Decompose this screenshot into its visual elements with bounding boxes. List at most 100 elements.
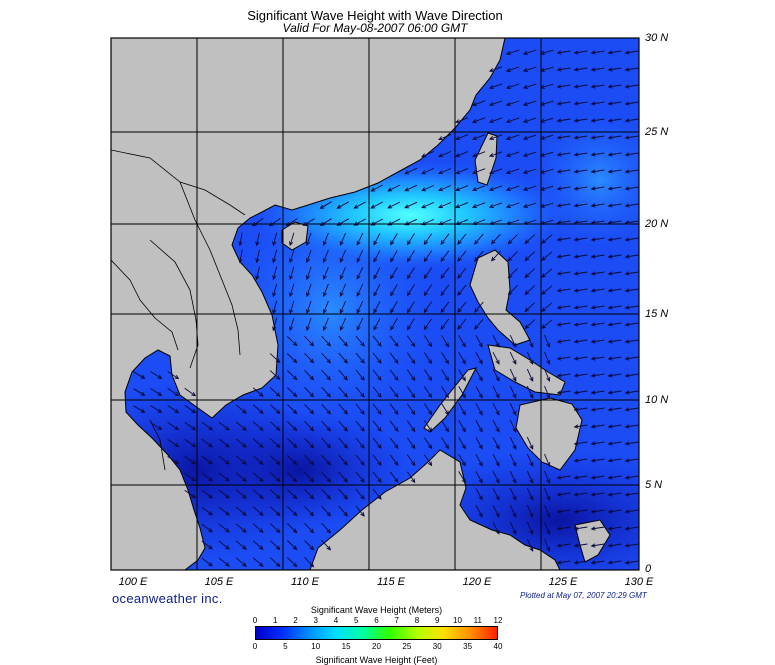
meters-tick: 4 xyxy=(333,616,339,625)
wave-arrow xyxy=(387,184,401,192)
wave-arrow xyxy=(509,351,517,365)
wave-arrow xyxy=(573,373,588,378)
wave-arrow xyxy=(590,135,605,140)
wave-arrow xyxy=(404,201,418,209)
wave-arrow xyxy=(526,334,534,348)
wave-arrow xyxy=(624,322,639,327)
wave-arrow xyxy=(167,422,180,431)
wave-arrow xyxy=(167,456,180,465)
wave-arrow xyxy=(505,66,520,73)
wave-arrow xyxy=(133,405,146,413)
wave-arrow xyxy=(458,352,466,365)
wave-arrow xyxy=(471,185,486,192)
wave-arrow xyxy=(573,475,588,480)
wave-arrow xyxy=(509,504,517,518)
wave-arrow xyxy=(272,300,278,315)
lat-label-15n: 15 N xyxy=(645,308,669,320)
wave-arrow xyxy=(440,318,450,331)
wave-arrow xyxy=(544,385,551,399)
wave-arrow xyxy=(389,420,399,433)
wave-arrow xyxy=(441,403,449,416)
wave-arrow xyxy=(421,150,435,158)
wave-arrow xyxy=(286,370,298,381)
wave-arrow xyxy=(373,250,381,263)
wave-arrow xyxy=(457,318,467,330)
wave-arrow xyxy=(492,487,500,501)
feet-tick: 25 xyxy=(402,642,412,651)
wave-arrow xyxy=(218,557,230,567)
wave-arrow xyxy=(372,352,382,364)
wave-arrow xyxy=(539,83,554,89)
wave-arrow xyxy=(373,301,381,314)
wave-arrow xyxy=(590,458,605,463)
wave-arrow xyxy=(624,373,639,378)
mainland-asia xyxy=(111,38,506,570)
meters-tick: 3 xyxy=(313,616,318,625)
wave-arrow xyxy=(372,420,382,432)
wave-arrow xyxy=(492,453,500,467)
wave-arrow xyxy=(522,219,537,225)
wave-arrow xyxy=(424,420,433,433)
wave-arrow xyxy=(167,371,180,380)
wave-arrow xyxy=(372,369,382,381)
wave-arrow xyxy=(389,454,399,467)
wave-arrow xyxy=(286,540,298,551)
wave-arrow xyxy=(441,437,449,450)
wave-arrow xyxy=(573,509,588,514)
lat-label-30n: 30 N xyxy=(645,32,669,44)
wave-arrow xyxy=(441,386,449,399)
lon-label-120e: 120 E xyxy=(462,576,492,588)
wave-arrow xyxy=(269,557,281,568)
wave-arrow xyxy=(505,168,520,175)
wave-arrow xyxy=(252,506,264,516)
wave-arrow xyxy=(235,421,247,431)
wave-arrow xyxy=(507,285,518,296)
wave-arrow xyxy=(544,504,551,518)
wave-arrow xyxy=(424,352,433,365)
wave-arrow xyxy=(607,373,622,378)
wave-arrow xyxy=(338,352,348,364)
meters-tick: 10 xyxy=(453,616,462,625)
wave-arrow xyxy=(322,232,329,247)
wave-arrow xyxy=(505,219,520,226)
wave-arrow xyxy=(522,202,537,208)
meters-tick: 7 xyxy=(394,616,399,625)
wave-arrow xyxy=(235,523,247,533)
wave-arrow xyxy=(338,403,348,415)
wave-arrow xyxy=(252,421,264,431)
wave-arrow xyxy=(556,492,571,497)
wave-arrow xyxy=(556,152,571,157)
wave-arrow xyxy=(406,369,416,382)
wave-arrow xyxy=(373,318,381,331)
wave-arrow xyxy=(457,250,467,262)
wave-arrow xyxy=(624,339,639,344)
wave-arrow xyxy=(421,201,435,209)
wave-arrow xyxy=(304,556,315,568)
wave-arrow xyxy=(238,232,243,247)
wave-arrow xyxy=(556,84,571,89)
wave-arrow xyxy=(590,237,605,242)
wave-arrow xyxy=(252,438,264,448)
feet-tick: 35 xyxy=(463,642,473,651)
wave-arrow xyxy=(272,283,278,298)
wave-arrow xyxy=(505,100,520,107)
wave-arrow xyxy=(321,471,332,483)
wave-arrow xyxy=(471,151,486,158)
wave-arrow xyxy=(490,233,501,245)
wave-arrow xyxy=(184,387,197,397)
wave-arrow xyxy=(590,322,605,327)
wave-arrow xyxy=(471,100,486,107)
wave-arrow xyxy=(590,339,605,344)
wave-arrow xyxy=(556,271,571,276)
wave-arrow xyxy=(404,184,418,192)
wave-arrow xyxy=(509,436,517,450)
wave-arrow xyxy=(355,454,365,466)
wave-arrow xyxy=(269,438,281,449)
wave-arrow xyxy=(201,421,214,431)
wave-arrow xyxy=(184,438,197,448)
plotted-timestamp: Plotted at May 07, 2007 20:29 GMT xyxy=(520,591,647,600)
wave-arrow xyxy=(541,234,553,244)
wave-arrow xyxy=(573,441,588,446)
wave-arrow xyxy=(624,271,639,276)
wave-arrow xyxy=(607,526,622,531)
